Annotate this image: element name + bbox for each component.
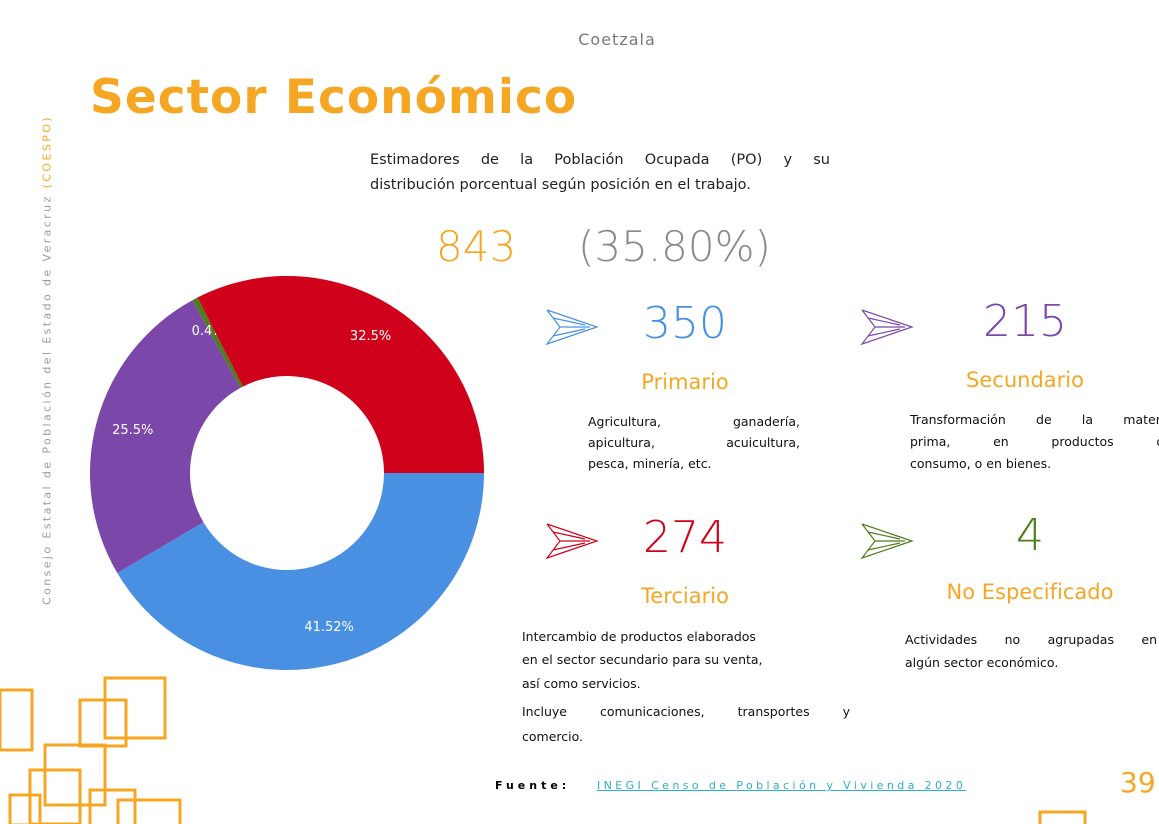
donut-segment [117,473,485,670]
sector-label: Terciario [641,584,729,608]
sector-label: Primario [641,370,729,394]
sector-value: 350 [643,298,727,349]
donut-segment [197,276,485,473]
sector-text: comercio. [522,729,583,744]
summary-line: distribución porcentual según posición e… [370,177,751,193]
sector-text: algún sector económico. [905,655,1059,670]
value-label: 41.52% [304,620,354,635]
value-label: 25.5% [112,423,153,438]
sector-value: 274 [643,512,727,563]
page-number: 39 [1120,766,1156,799]
sector-text: consumo, o en bienes. [910,456,1052,471]
place-name: Coetzala [578,30,656,49]
donut-segment [192,297,243,388]
sector-text: Intercambio de productos elaborados [522,629,756,644]
sector-text: así como servicios. [522,676,641,691]
side-org: Consejo Estatal de Población del Estado … [40,194,54,605]
sector-label: Secundario [966,368,1084,392]
side-acronym: (COESPO) [40,115,54,189]
source-link[interactable]: INEGI Censo de Población y Vivienda 2020 [597,779,967,792]
sector-text: Incluye comunicaciones, transportes y [522,704,850,719]
sector-text: Transformación de la materia [910,412,1159,427]
summary-line: Estimadores de la Población Ocupada (PO)… [370,152,830,168]
donut-segment [90,300,241,574]
source-label: Fuente: [495,779,571,792]
sector-value: 4 [1016,510,1044,561]
sector-text: en el sector secundario para su venta, [522,652,763,667]
sector-label: No Especificado [946,580,1114,604]
sector-text: apicultura, acuicultura, [588,435,800,450]
total: 843 [436,222,517,271]
sector-text: pesca, minería, etc. [588,456,712,471]
sector-text: Actividades no agrupadas en [905,632,1157,647]
value-label: 32.5% [350,329,391,344]
sector-value: 215 [983,296,1067,347]
total-percent: (35.80%) [578,222,771,271]
side-text: Consejo Estatal de Población del Estado … [41,115,54,605]
sector-text: Agricultura, ganadería, [588,414,800,429]
sector-text: prima, en productos de [910,434,1159,449]
page-title: Sector Económico [90,70,578,125]
